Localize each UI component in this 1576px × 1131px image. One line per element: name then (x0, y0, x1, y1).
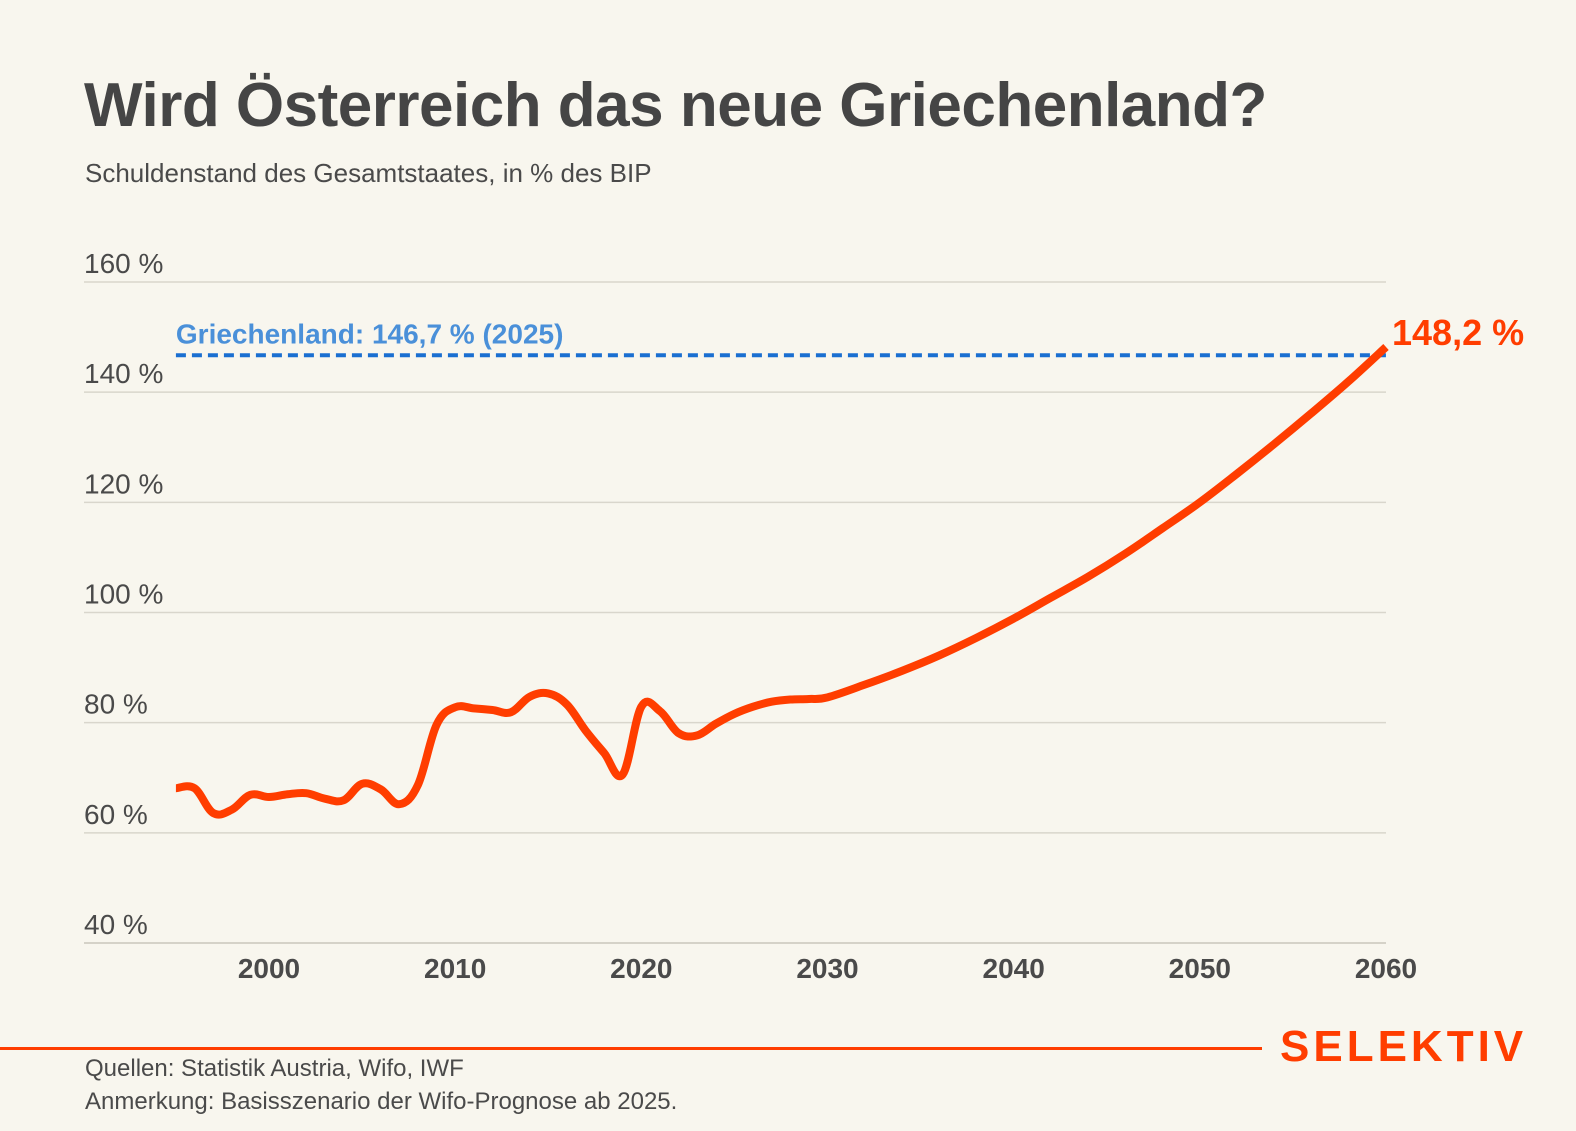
series-line-austria (175, 344, 1389, 819)
x-tick-label: 2010 (424, 953, 486, 984)
y-tick-label: 160 % (84, 248, 163, 279)
x-tick-label: 2030 (796, 953, 858, 984)
x-tick-label: 2000 (238, 953, 300, 984)
x-tick-label: 2020 (610, 953, 672, 984)
chart-subtitle: Schuldenstand des Gesamtstaates, in % de… (85, 158, 652, 188)
series-group: 148,2 % (175, 312, 1524, 819)
chart-title: Wird Österreich das neue Griechenland? (84, 71, 1267, 140)
x-tick-label: 2060 (1355, 953, 1417, 984)
y-tick-label: 140 % (84, 358, 163, 389)
x-tick-label: 2040 (983, 953, 1045, 984)
y-tick-label: 80 % (84, 689, 148, 720)
sources-note: Quellen: Statistik Austria, Wifo, IWF (85, 1055, 464, 1082)
y-tick-label: 100 % (84, 579, 163, 610)
footer-divider (0, 1047, 1262, 1050)
x-tick-label: 2050 (1169, 953, 1231, 984)
y-tick-label: 60 % (84, 799, 148, 830)
gridlines (84, 281, 1386, 944)
x-axis-labels: 2000 2010 2020 2030 2040 2050 2060 (238, 953, 1417, 984)
y-axis-labels: 160 % 140 % 120 % 100 % 80 % 60 % 40 % (84, 248, 163, 940)
series-end-label: 148,2 % (1392, 312, 1524, 353)
y-tick-label: 40 % (84, 909, 148, 940)
reference-line-label: Griechenland: 146,7 % (2025) (176, 318, 564, 349)
brand-logo: SELEKTIV (1280, 1022, 1528, 1071)
y-tick-label: 120 % (84, 468, 163, 499)
reference-lines: Griechenland: 146,7 % (2025) (175, 318, 1386, 358)
methodology-note: Anmerkung: Basisszenario der Wifo-Progno… (85, 1088, 678, 1115)
